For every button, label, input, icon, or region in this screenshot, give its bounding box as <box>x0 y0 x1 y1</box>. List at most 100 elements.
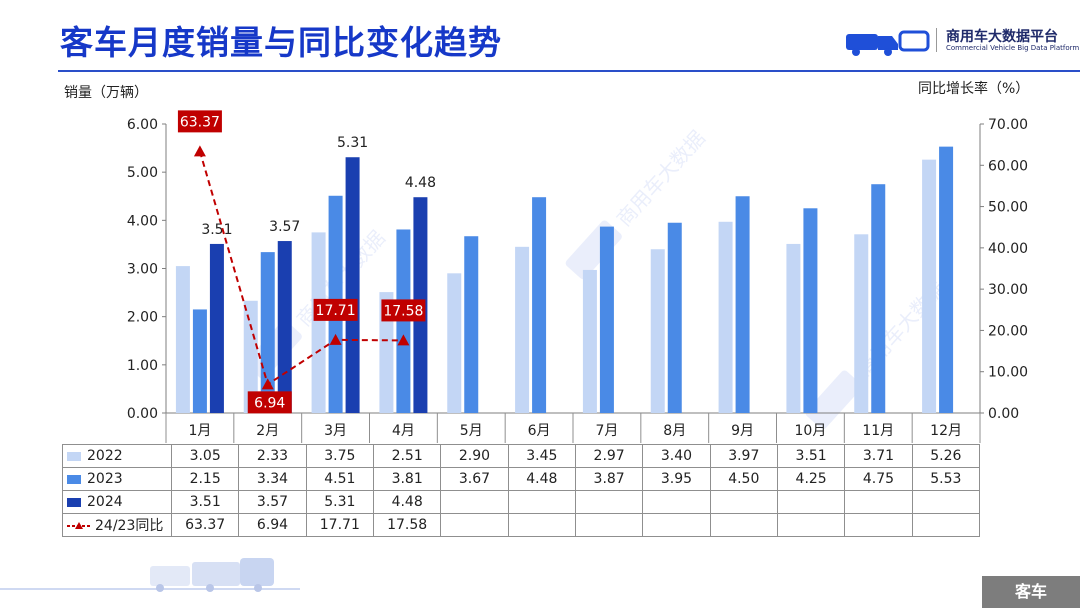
table-cell: 4.48 <box>507 467 576 491</box>
logo-divider <box>936 28 937 52</box>
x-tick-label: 3月 <box>324 423 347 439</box>
x-tick-label: 1月 <box>188 423 211 439</box>
table-cell: 3.75 <box>305 444 374 468</box>
bar-value-label-2024: 5.31 <box>337 135 368 151</box>
bar-2022 <box>922 159 937 413</box>
legend-2023: 2023 <box>62 467 172 491</box>
table-cell <box>776 490 846 514</box>
legend-2022: 2022 <box>62 444 172 468</box>
sales-chart: 0.00 1.00 2.00 3.00 4.00 5.00 6.00 0.00 10.00 20.… <box>127 110 1028 443</box>
y2-tick-label: 20.00 <box>988 323 1028 339</box>
y-tick-label: 3.00 <box>127 262 158 278</box>
y-tick-label: 4.00 <box>127 213 158 229</box>
chart-data-table: 2022 3.05 2.33 3.75 2.51 2.90 3.45 2.97 … <box>62 444 981 537</box>
right-axis-title: 同比增长率（%） <box>918 81 1030 97</box>
table-row: 24/23同比 63.37 6.94 17.71 17.58 <box>62 513 981 537</box>
yoy-value-label: 63.37 <box>180 114 220 130</box>
table-row: 2022 3.05 2.33 3.75 2.51 2.90 3.45 2.97 … <box>62 444 981 468</box>
table-cell: 17.71 <box>305 513 374 537</box>
legend-swatch-2024 <box>67 497 81 507</box>
legend-swatch-2023 <box>67 474 81 484</box>
bar-2023 <box>599 226 614 413</box>
table-cell <box>440 490 509 514</box>
table-row: 2023 2.15 3.34 4.51 3.81 3.67 4.48 3.87 … <box>62 467 981 491</box>
table-cell: 3.45 <box>507 444 576 468</box>
table-cell: 4.48 <box>372 490 442 514</box>
table-cell: 3.81 <box>372 467 442 491</box>
table-cell: 5.26 <box>911 444 981 468</box>
x-tick-label: 11月 <box>862 423 894 439</box>
table-cell <box>574 513 644 537</box>
table-cell: 63.37 <box>170 513 240 537</box>
table-cell: 3.67 <box>440 467 509 491</box>
legend-label: 2024 <box>87 494 123 510</box>
table-cell: 5.53 <box>911 467 981 491</box>
legend-swatch-2022 <box>67 451 81 461</box>
bar-2023 <box>464 236 479 413</box>
table-cell: 5.31 <box>305 490 374 514</box>
y2-tick-label: 10.00 <box>988 365 1028 381</box>
table-cell: 3.71 <box>844 444 913 468</box>
yoy-value-label: 17.71 <box>316 303 356 319</box>
y-tick-label: 2.00 <box>127 310 158 326</box>
yoy-value-label: 6.94 <box>254 395 285 411</box>
x-tick-label: 4月 <box>392 423 415 439</box>
bar-2022 <box>582 269 597 413</box>
table-cell <box>911 513 981 537</box>
table-cell: 2.51 <box>372 444 442 468</box>
x-tick-label: 5月 <box>460 423 483 439</box>
bar-2023 <box>803 208 818 413</box>
bar-2023 <box>192 309 207 413</box>
table-cell <box>709 513 778 537</box>
table-cell: 3.57 <box>238 490 307 514</box>
legend-yoy: 24/23同比 <box>62 513 172 537</box>
bar-2022 <box>854 234 869 413</box>
yoy-label-box <box>247 391 292 414</box>
table-cell <box>507 490 576 514</box>
table-cell <box>642 513 711 537</box>
bar-2022 <box>786 243 801 413</box>
logo-subtext: Commercial Vehicle Big Data Platform <box>946 44 1080 52</box>
table-cell <box>776 513 846 537</box>
x-tick-label: 6月 <box>528 423 551 439</box>
bar-2023 <box>532 197 547 413</box>
bar-value-label-2024: 3.51 <box>201 222 232 238</box>
table-cell: 3.40 <box>642 444 711 468</box>
table-cell: 3.87 <box>574 467 644 491</box>
table-cell <box>440 513 509 537</box>
table-cell <box>574 490 644 514</box>
table-cell: 3.51 <box>170 490 240 514</box>
bar-2022 <box>379 292 394 413</box>
platform-logo: 商用车大数据平台 Commercial Vehicle Big Data Pla… <box>842 24 1080 58</box>
bar-2024 <box>209 243 224 413</box>
x-tick-label: 2月 <box>256 423 279 439</box>
table-cell <box>642 490 711 514</box>
yoy-marker <box>397 334 410 346</box>
table-cell: 4.75 <box>844 467 913 491</box>
table-cell: 4.51 <box>305 467 374 491</box>
table-cell: 3.97 <box>709 444 778 468</box>
y2-tick-label: 70.00 <box>988 117 1028 133</box>
table-cell: 3.34 <box>238 467 307 491</box>
truck-logo-icon <box>846 30 930 56</box>
table-cell: 2.90 <box>440 444 509 468</box>
table-cell <box>911 490 981 514</box>
table-cell: 3.95 <box>642 467 711 491</box>
bar-2023 <box>735 196 750 413</box>
table-cell: 2.15 <box>170 467 240 491</box>
x-tick-label: 10月 <box>795 423 827 439</box>
x-tick-label: 9月 <box>731 423 754 439</box>
bar-2022 <box>650 249 665 413</box>
table-cell: 4.25 <box>776 467 846 491</box>
table-cell <box>844 490 913 514</box>
x-tick-label: 8月 <box>663 423 686 439</box>
table-cell: 6.94 <box>238 513 307 537</box>
legend-2024: 2024 <box>62 490 172 514</box>
yoy-label-box <box>381 299 426 322</box>
bar-2024 <box>277 241 292 413</box>
bar-2022 <box>447 273 462 413</box>
table-cell: 3.51 <box>776 444 846 468</box>
yoy-line <box>198 151 404 386</box>
bar-2022 <box>515 246 530 413</box>
bar-2023 <box>871 184 886 413</box>
